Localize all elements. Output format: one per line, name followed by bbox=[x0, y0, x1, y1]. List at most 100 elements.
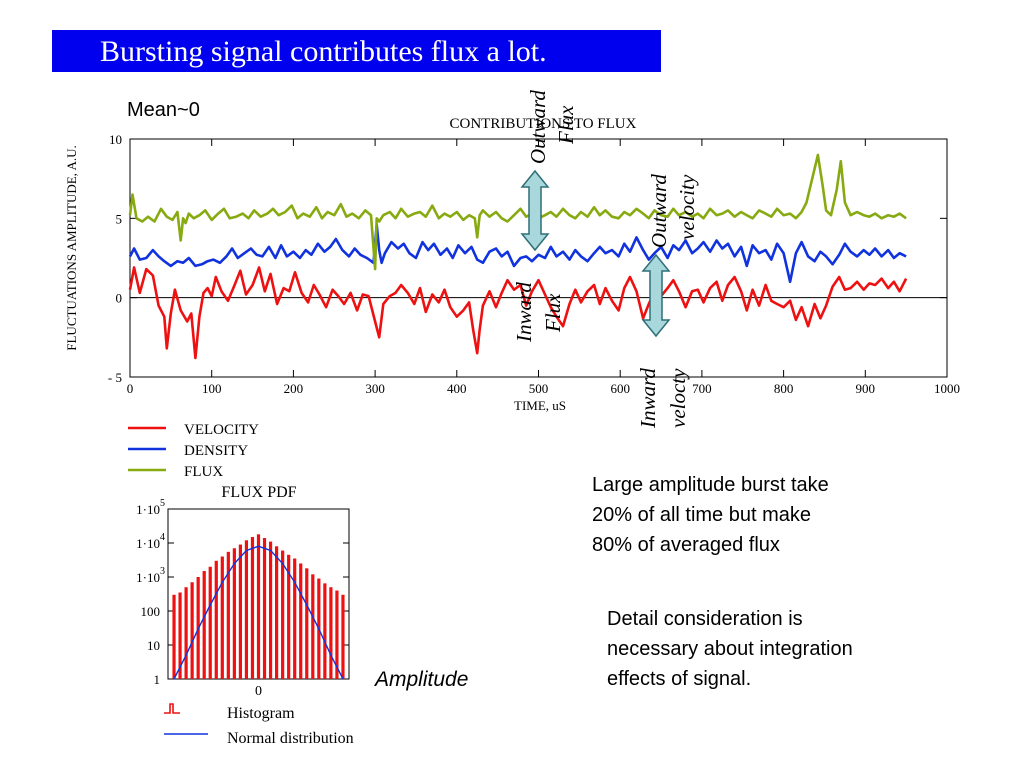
pdf-y-tick-exponent: 5 bbox=[160, 498, 165, 509]
flux-chart-ylabel: FLUCTUATIONS AMPLITUDE, A.U. bbox=[64, 145, 79, 350]
detail-note: Detail consideration is necessary about … bbox=[607, 604, 853, 694]
legend-label: FLUX bbox=[184, 464, 223, 480]
x-tick-label: 700 bbox=[692, 381, 712, 396]
pdf-histogram-bar bbox=[232, 548, 236, 679]
outward-velocity-label-line1: Outward bbox=[647, 174, 671, 248]
flux-chart-title: CONTRIBUTIONS TO FLUX bbox=[450, 116, 637, 132]
pdf-normal-curve bbox=[173, 545, 344, 680]
arrow-annotations: Outward Flux Inward Flux Outward velocit… bbox=[512, 90, 699, 429]
normal-distribution-line bbox=[173, 545, 344, 680]
y-tick-label: 10 bbox=[109, 132, 122, 147]
pdf-chart-legend: Histogram Normal distribution bbox=[164, 703, 354, 747]
pdf-y-tick-label: 1 bbox=[154, 672, 161, 687]
detail-note-line: effects of signal. bbox=[607, 668, 752, 690]
slide-title: Bursting signal contributes flux a lot. bbox=[52, 30, 661, 72]
outward-velocity-label-line2: velocity bbox=[675, 174, 699, 240]
pdf-histogram-bar bbox=[341, 594, 345, 679]
pdf-histogram-bar bbox=[287, 554, 291, 679]
pdf-histogram-bar bbox=[190, 582, 194, 679]
flux-chart-xlabel: TIME, uS bbox=[514, 398, 566, 413]
x-tick-label: 1000 bbox=[934, 381, 960, 396]
x-tick-label: 0 bbox=[127, 381, 134, 396]
pdf-y-tick-label: 1·10 bbox=[136, 570, 160, 585]
outward-inward-velocity-arrow bbox=[641, 253, 671, 338]
pdf-histogram-bar bbox=[244, 540, 249, 679]
detail-note-line: necessary about integration bbox=[607, 638, 853, 660]
amplitude-label: Amplitude bbox=[375, 668, 469, 691]
y-tick-label: - 5 bbox=[108, 370, 122, 385]
legend-histogram-swatch bbox=[164, 703, 180, 714]
pdf-histogram-bar bbox=[275, 546, 279, 679]
pdf-histogram-bar bbox=[262, 538, 267, 679]
pdf-histogram-bars bbox=[172, 534, 345, 679]
x-tick-label: 200 bbox=[284, 381, 304, 396]
pdf-histogram-bar bbox=[335, 590, 339, 679]
pdf-y-tick-label: 100 bbox=[141, 604, 161, 619]
pdf-histogram-bar bbox=[214, 560, 218, 679]
pdf-histogram-bar bbox=[305, 568, 309, 679]
outward-flux-label-line1: Outward bbox=[526, 90, 550, 164]
pdf-histogram-bar bbox=[293, 558, 297, 679]
pdf-histogram-bar bbox=[172, 594, 176, 679]
flux-chart-series bbox=[128, 153, 908, 360]
pdf-y-tick-label: 1·10 bbox=[136, 536, 160, 551]
x-tick-label: 800 bbox=[774, 381, 794, 396]
series-line-density bbox=[128, 223, 907, 284]
x-tick-label: 400 bbox=[447, 381, 467, 396]
pdf-y-tick-exponent: 4 bbox=[160, 532, 165, 543]
pdf-histogram-bar bbox=[256, 534, 261, 679]
legend-label: Histogram bbox=[227, 705, 295, 722]
inward-velocity-label-line2: velocty bbox=[666, 368, 690, 428]
flux-chart: CONTRIBUTIONS TO FLUX FLUCTUATIONS AMPLI… bbox=[64, 116, 960, 413]
pdf-histogram-bar bbox=[329, 587, 333, 679]
pdf-chart-title: FLUX PDF bbox=[221, 484, 296, 501]
series-line-velocity bbox=[128, 266, 908, 360]
y-tick-label: 0 bbox=[116, 291, 123, 306]
pdf-histogram-bar bbox=[178, 592, 182, 679]
pdf-histogram-bar bbox=[281, 550, 285, 679]
pdf-histogram-bar bbox=[238, 544, 242, 679]
x-tick-label: 900 bbox=[856, 381, 876, 396]
legend-label: VELOCITY bbox=[184, 422, 259, 438]
burst-note-line: 20% of all time but make bbox=[592, 504, 811, 526]
pdf-histogram-bar bbox=[226, 551, 230, 679]
pdf-y-tick-label: 1·10 bbox=[136, 502, 160, 517]
pdf-histogram-bar bbox=[268, 541, 273, 679]
burst-note-line: Large amplitude burst take bbox=[592, 474, 829, 496]
pdf-histogram-bar bbox=[202, 571, 206, 679]
velocity-double-arrow bbox=[641, 253, 671, 338]
pdf-histogram-bar bbox=[220, 556, 224, 679]
inward-flux-label-line2: Flux bbox=[541, 293, 565, 333]
outward-inward-flux-arrow bbox=[520, 169, 550, 252]
pdf-histogram-bar bbox=[323, 583, 327, 679]
pdf-x-tick-label: 0 bbox=[255, 684, 262, 699]
series-line-flux bbox=[128, 153, 907, 271]
burst-note: Large amplitude burst take 20% of all ti… bbox=[592, 470, 829, 560]
pdf-histogram-bar bbox=[184, 587, 188, 679]
inward-velocity-label-line1: Inward bbox=[636, 368, 660, 429]
pdf-y-tick-label: 10 bbox=[147, 638, 160, 653]
flux-double-arrow bbox=[520, 169, 550, 252]
x-tick-label: 600 bbox=[610, 381, 630, 396]
pdf-y-tick-exponent: 3 bbox=[160, 566, 165, 577]
legend-label: DENSITY bbox=[184, 443, 248, 459]
y-tick-label: 5 bbox=[116, 211, 123, 226]
x-tick-label: 100 bbox=[202, 381, 222, 396]
burst-note-line: 80% of averaged flux bbox=[592, 534, 780, 556]
mean-label: Mean~0 bbox=[127, 99, 200, 121]
inward-flux-label-line1: Inward bbox=[512, 282, 536, 343]
outward-flux-label-line2: Flux bbox=[554, 105, 578, 145]
detail-note-line: Detail consideration is bbox=[607, 608, 803, 630]
flux-chart-tick-labels: 0 100 200 300 400 500 600 700 800 900 1000 - 5 0 5 10 bbox=[108, 132, 960, 396]
x-tick-label: 300 bbox=[365, 381, 385, 396]
x-tick-label: 500 bbox=[529, 381, 549, 396]
pdf-histogram-bar bbox=[311, 574, 315, 679]
pdf-histogram-bar bbox=[250, 537, 255, 679]
pdf-histogram-bar bbox=[299, 563, 303, 679]
pdf-histogram-bar bbox=[208, 566, 212, 679]
legend-label: Normal distribution bbox=[227, 730, 354, 747]
flux-chart-legend: VELOCITY DENSITY FLUX bbox=[128, 422, 259, 480]
